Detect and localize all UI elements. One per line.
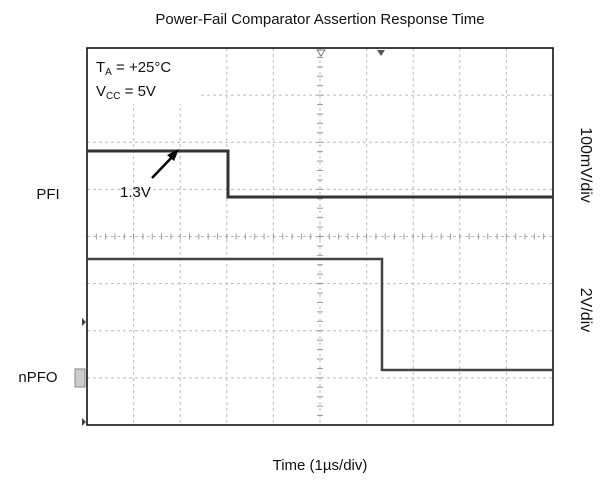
label-box	[87, 48, 200, 104]
x-axis-label: Time (1µs/div)	[273, 457, 368, 474]
grid	[87, 48, 553, 425]
annotation: 1.3V	[120, 184, 151, 201]
channel-marker	[74, 368, 86, 388]
condition-label: VCC = 5V	[96, 83, 156, 102]
trace-label: PFI	[36, 186, 59, 203]
chart-title: Power-Fail Comparator Assertion Response…	[155, 11, 484, 28]
channel-marker	[82, 318, 86, 326]
arrow-head	[167, 149, 179, 161]
scale-label: 100mV/div	[577, 127, 594, 203]
trace-label: nPFO	[18, 369, 57, 386]
scale-label: 2V/div	[577, 288, 594, 332]
npfo-trace	[87, 257, 553, 372]
condition-label: TA = +25°C	[96, 59, 171, 78]
channel-marker	[82, 418, 86, 426]
pfi-trace	[87, 149, 553, 199]
plot-border	[86, 47, 554, 426]
trigger-marker	[316, 49, 326, 57]
trigger-marker	[377, 50, 385, 56]
